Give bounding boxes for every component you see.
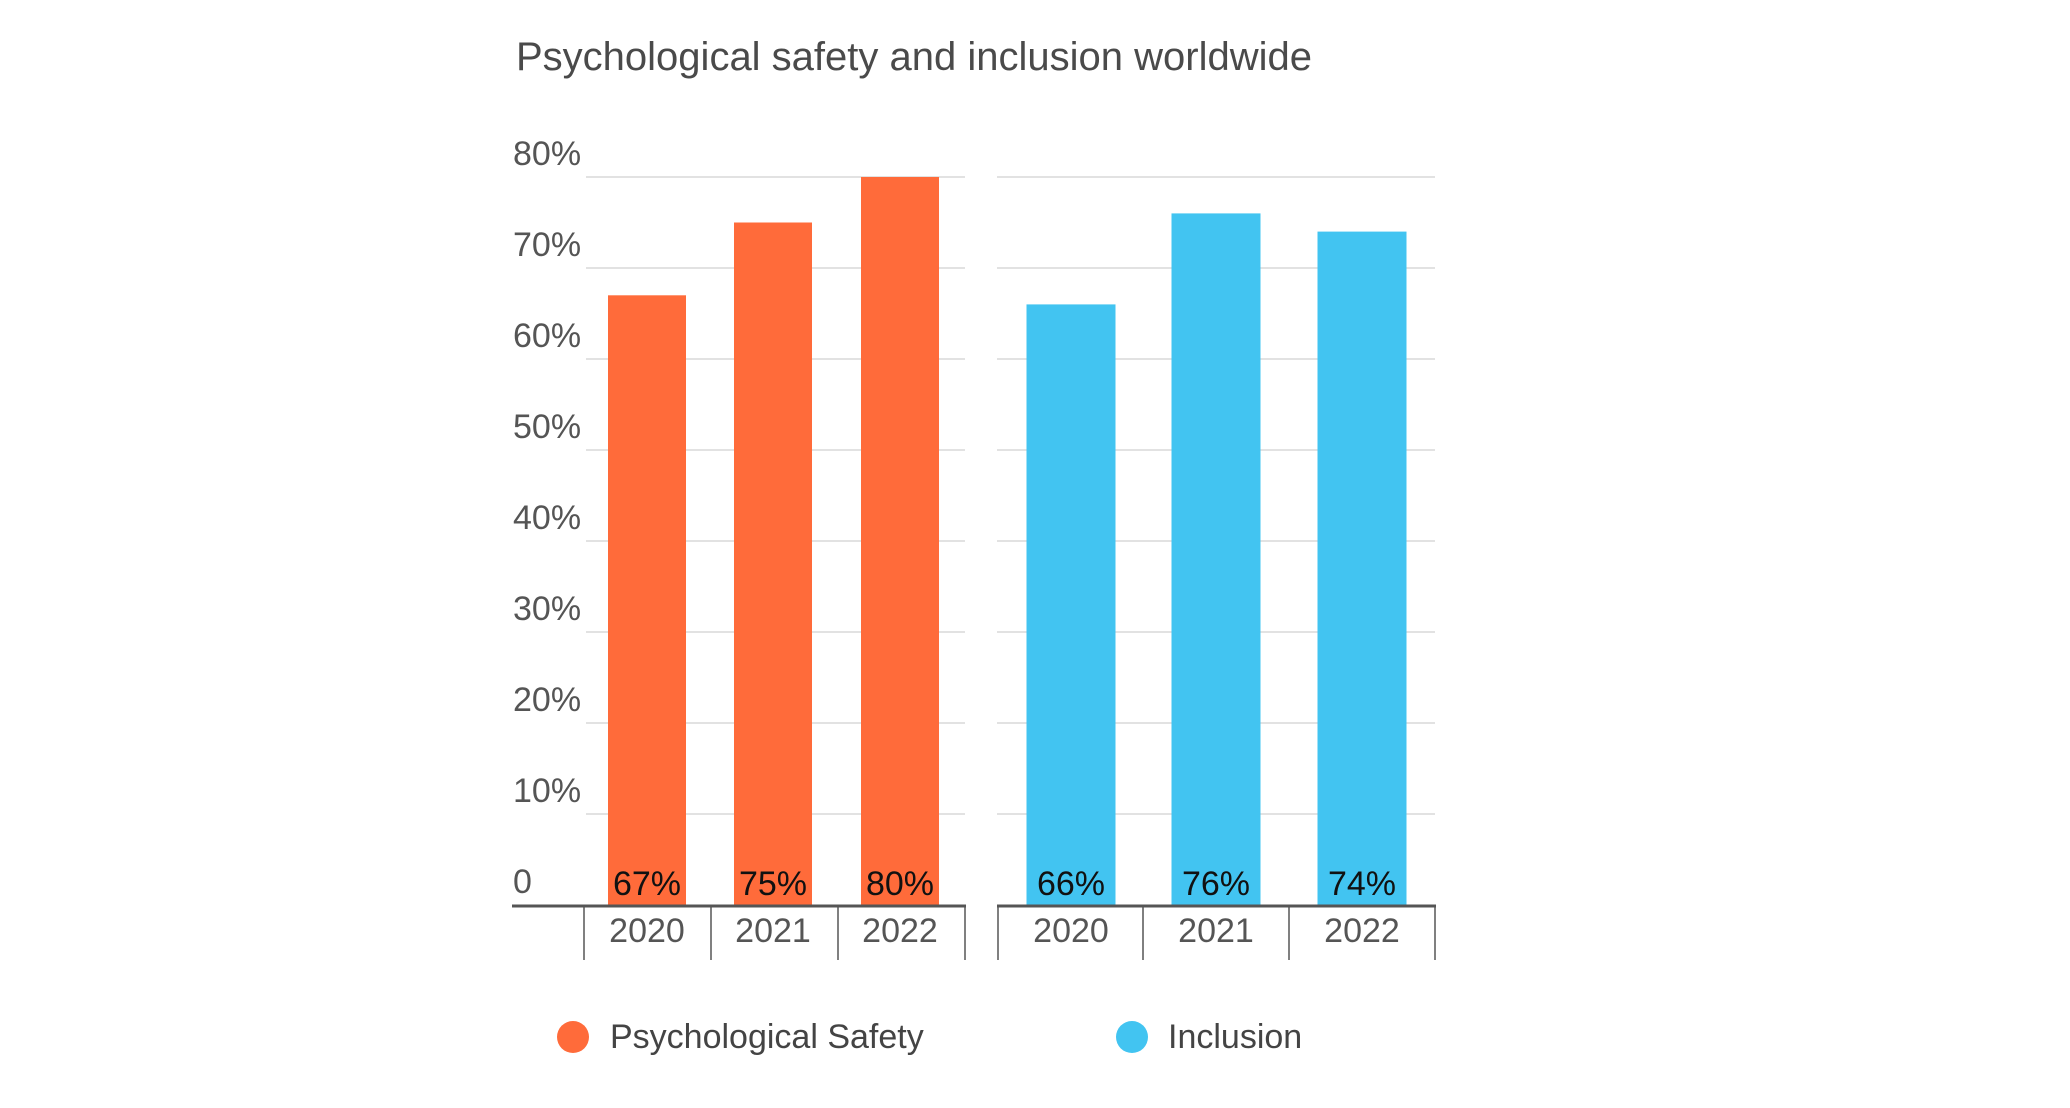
data-label: 76% [1182, 865, 1250, 903]
chart-title: Psychological safety and inclusion world… [516, 35, 1312, 79]
data-label: 74% [1328, 865, 1396, 903]
bars [608, 177, 1407, 906]
data-labels: 67% 75% 80% 66% 76% 74% [613, 865, 1396, 903]
bar-2022-panel-1 [861, 177, 939, 905]
y-axis-ticks: 0 10% 20% 30% 40% 50% 60% 70% 80% [513, 135, 581, 901]
y-tick-label: 0 [513, 863, 532, 901]
y-tick-label: 50% [513, 408, 581, 446]
bar-2021-panel-2 [1171, 213, 1261, 905]
y-tick-label: 40% [513, 499, 581, 537]
bar-2020-panel-1 [608, 295, 686, 905]
y-tick-label: 20% [513, 681, 581, 719]
x-tick-label: 2022 [1324, 912, 1400, 950]
y-tick-label: 10% [513, 772, 581, 810]
data-label: 66% [1037, 865, 1105, 903]
x-axis: 2020 2021 2022 2020 2021 2022 [512, 904, 1436, 960]
data-label: 75% [739, 865, 807, 903]
bar-2022-panel-2 [1317, 231, 1407, 906]
x-tick-label: 2021 [735, 912, 811, 950]
x-tick-label: 2022 [862, 912, 938, 950]
x-tick-label: 2020 [1033, 912, 1109, 950]
legend-label: Psychological Safety [610, 1018, 924, 1056]
legend-label: Inclusion [1168, 1018, 1302, 1056]
x-tick-label: 2021 [1178, 912, 1254, 950]
grid-lines [586, 176, 1435, 815]
legend-marker [1116, 1021, 1148, 1053]
bar-2021-panel-1 [734, 222, 812, 905]
y-tick-label: 70% [513, 226, 581, 264]
data-label: 67% [613, 865, 681, 903]
y-tick-label: 80% [513, 135, 581, 173]
y-tick-label: 60% [513, 317, 581, 355]
legend: Psychological Safety Inclusion [557, 1018, 1302, 1056]
y-tick-label: 30% [513, 590, 581, 628]
bar-2020-panel-2 [1026, 304, 1116, 905]
x-tick-label: 2020 [609, 912, 685, 950]
legend-marker [557, 1021, 589, 1053]
data-label: 80% [866, 865, 934, 903]
